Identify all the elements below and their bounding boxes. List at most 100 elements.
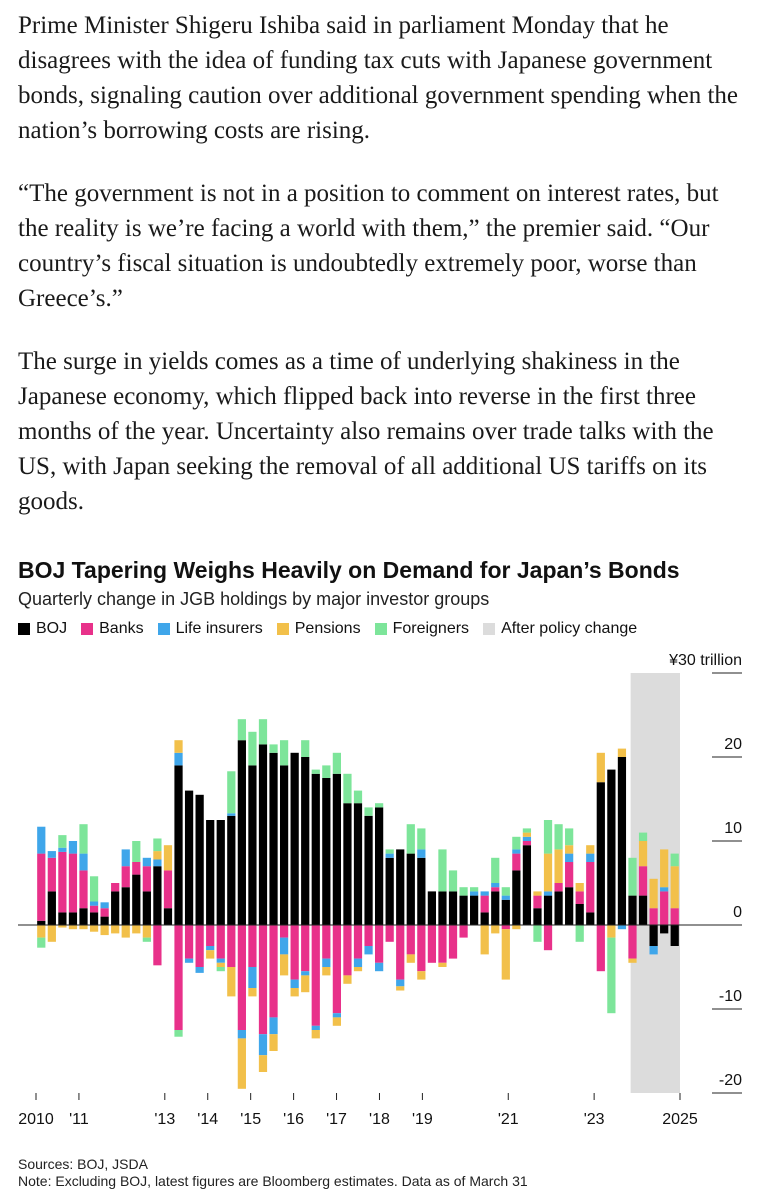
bar-segment-foreigners-2013-Q2	[174, 1030, 183, 1037]
bar-segment-foreigners-2024-Q1	[628, 857, 637, 896]
bar-segment-pensions-2014-Q1	[206, 950, 215, 959]
legend-item-after-policy-change: After policy change	[483, 620, 637, 638]
bar-segment-pensions-2019-Q3	[438, 962, 447, 967]
bar-segment-banks-2017-Q3	[353, 925, 363, 959]
chart-subtitle: Quarterly change in JGB holdings by majo…	[18, 589, 490, 609]
bar-segment-boj-2013-Q4	[195, 794, 204, 925]
bar-segment-boj-2021-Q3	[522, 845, 532, 925]
bar-segment-pensions-2024-Q1	[628, 958, 637, 963]
legend-item-foreigners: Foreigners	[374, 620, 469, 638]
bar-segment-life-insurers-2014-Q4	[237, 1030, 246, 1039]
legend-item-life-insurers: Life insurers	[157, 620, 263, 638]
bar-segment-life-insurers-2024-Q3	[649, 946, 658, 955]
bar-segment-banks-2018-Q1	[375, 925, 384, 963]
x-tick-label-2023: '23	[584, 1111, 605, 1128]
bar-segment-life-insurers-2014-Q2	[216, 958, 225, 963]
bar-segment-boj-2024-Q4	[660, 925, 669, 934]
bar-segment-boj-2011-Q2	[89, 912, 99, 925]
bar-segment-boj-2019-Q3	[438, 891, 447, 925]
x-tick-label-2013: '13	[154, 1111, 175, 1128]
bar-segment-banks-2011-Q1	[79, 870, 88, 909]
bar-segment-boj-2018-Q2	[385, 857, 394, 925]
bar-segment-pensions-2010-Q2	[47, 925, 56, 942]
bar-segment-banks-2010-Q2	[47, 857, 56, 892]
y-tick-label-10: 10	[724, 820, 742, 837]
bar-segment-foreigners-2022-Q4	[575, 925, 584, 942]
bar-segment-banks-2013-Q1	[163, 870, 173, 909]
bar-segment-pensions-2015-Q1	[248, 988, 257, 997]
bar-segment-pensions-2017-Q1	[332, 1017, 341, 1026]
bar-segment-banks-2014-Q4	[237, 925, 246, 1030]
y-tick-label--20: -20	[719, 1072, 742, 1089]
bar-segment-life-insurers-2018-Q2	[385, 853, 394, 858]
bar-segment-foreigners-2019-Q4	[448, 870, 458, 892]
bar-segment-banks-2023-Q1	[586, 862, 595, 913]
bar-segment-life-insurers-2017-Q1	[332, 1013, 341, 1018]
bar-segment-life-insurers-2017-Q4	[364, 946, 373, 955]
bar-segment-banks-2024-Q2	[638, 866, 648, 896]
bar-segment-boj-2012-Q4	[153, 866, 162, 925]
bar-segment-life-insurers-2017-Q3	[353, 958, 363, 967]
bar-segment-banks-2016-Q4	[322, 925, 331, 959]
bar-segment-life-insurers-2015-Q4	[279, 937, 289, 955]
bar-segment-banks-2021-Q3	[522, 841, 532, 846]
bar-segment-foreigners-2010-Q1	[37, 937, 46, 948]
bar-segment-life-insurers-2022-Q3	[565, 853, 574, 862]
bar-segment-pensions-2024-Q4	[660, 849, 669, 888]
bar-segment-pensions-2023-Q1	[586, 845, 595, 854]
bar-segment-banks-2017-Q4	[364, 925, 373, 946]
bar-segment-pensions-2023-Q3	[607, 925, 616, 938]
x-tick-label-2021: '21	[498, 1111, 519, 1128]
bar-segment-foreigners-2018-Q1	[375, 803, 384, 808]
bar-segment-pensions-2012-Q1	[121, 925, 130, 938]
bar-segment-foreigners-2012-Q3	[142, 937, 151, 942]
bar-segment-life-insurers-2013-Q4	[195, 967, 204, 973]
bar-segment-foreigners-2011-Q2	[89, 876, 99, 902]
bar-segment-life-insurers-2012-Q1	[121, 849, 130, 867]
bar-segment-pensions-2021-Q4	[533, 891, 542, 896]
bar-segment-pensions-2023-Q4	[617, 748, 627, 757]
bar-segment-boj-2012-Q3	[142, 891, 151, 925]
bar-segment-banks-2011-Q4	[111, 883, 120, 892]
bar-segment-banks-2019-Q4	[448, 925, 458, 959]
bar-segment-foreigners-2020-Q1	[459, 887, 468, 896]
bar-segment-pensions-2014-Q2	[216, 962, 225, 967]
bar-segment-foreigners-2021-Q1	[501, 887, 510, 896]
bar-segment-pensions-2015-Q4	[279, 954, 289, 976]
x-tick-label-2019: '19	[412, 1111, 433, 1128]
bar-segment-foreigners-2021-Q4	[533, 925, 542, 942]
bar-segment-boj-2022-Q3	[565, 887, 574, 925]
bar-segment-pensions-2021-Q1	[501, 929, 510, 980]
bar-segment-banks-2012-Q1	[121, 866, 130, 888]
bar-segment-life-insurers-2010-Q1	[37, 826, 46, 854]
bar-segment-pensions-2019-Q1	[417, 971, 426, 980]
bar-segment-banks-2010-Q3	[58, 851, 67, 913]
x-tick-label-2011: '11	[69, 1111, 89, 1128]
x-tick-label-2017: '17	[326, 1111, 347, 1128]
bar-segment-boj-2017-Q3	[353, 803, 363, 925]
bar-segment-life-insurers-2023-Q4	[617, 925, 627, 930]
bar-segment-life-insurers-2014-Q1	[206, 946, 215, 951]
bar-segment-pensions-2016-Q4	[322, 967, 331, 976]
bar-segment-foreigners-2010-Q3	[58, 835, 67, 848]
bar-segment-boj-2020-Q3	[480, 912, 489, 925]
bar-segment-life-insurers-2016-Q4	[322, 958, 331, 967]
bar-segment-banks-2021-Q1	[501, 925, 510, 930]
bar-segment-boj-2016-Q2	[301, 757, 310, 925]
bar-segment-life-insurers-2011-Q2	[89, 901, 99, 906]
bar-segment-pensions-2011-Q3	[100, 925, 109, 936]
bar-segment-banks-2012-Q2	[132, 862, 141, 875]
bar-segment-banks-2011-Q3	[100, 908, 109, 917]
bar-segment-boj-2020-Q1	[459, 895, 468, 925]
bar-segment-boj-2018-Q3	[396, 849, 405, 925]
bar-segment-banks-2018-Q4	[406, 925, 415, 955]
bar-segment-banks-2012-Q3	[142, 866, 151, 892]
bar-segment-life-insurers-2021-Q2	[512, 849, 521, 854]
bar-segment-boj-2023-Q3	[607, 769, 616, 925]
x-tick-label-2025: 2025	[662, 1111, 698, 1128]
bar-segment-banks-2019-Q3	[438, 925, 447, 963]
bar-segment-banks-2020-Q1	[459, 925, 468, 938]
bar-segment-pensions-2022-Q4	[575, 883, 584, 892]
bar-segment-pensions-2024-Q2	[638, 841, 648, 867]
legend-swatch-foreigners	[374, 623, 387, 635]
